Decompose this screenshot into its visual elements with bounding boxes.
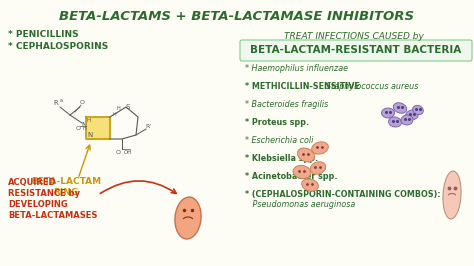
Text: OH: OH [124,151,132,156]
Ellipse shape [401,115,413,125]
Text: * Bacteroides fragilis: * Bacteroides fragilis [245,100,328,109]
Text: H: H [82,127,86,131]
Text: BETA-LACTAMASES: BETA-LACTAMASES [8,211,97,220]
Text: * Proteus spp.: * Proteus spp. [245,118,309,127]
Text: R: R [54,100,58,106]
Text: O: O [75,126,81,131]
Ellipse shape [301,179,319,191]
Text: N: N [82,122,87,128]
Ellipse shape [413,105,423,115]
Text: * Haemophilus influenzae: * Haemophilus influenzae [245,64,348,73]
Ellipse shape [382,108,394,118]
Ellipse shape [406,110,419,120]
Ellipse shape [293,165,311,178]
Ellipse shape [389,117,401,127]
Text: RESISTANCE by: RESISTANCE by [8,189,80,198]
Text: O: O [80,101,84,106]
Text: O: O [116,151,120,156]
Text: H: H [112,111,116,117]
Text: ACQUIRED: ACQUIRED [8,178,56,187]
Ellipse shape [297,148,315,162]
Ellipse shape [443,171,461,219]
Polygon shape [86,117,110,139]
Text: * METHICILLIN-SENSITIVE: * METHICILLIN-SENSITIVE [245,82,363,91]
Text: BETA-LACTAMS + BETA-LACTAMASE INHIBITORS: BETA-LACTAMS + BETA-LACTAMASE INHIBITORS [60,10,414,23]
Text: * PENICILLINS: * PENICILLINS [8,30,79,39]
Text: RING: RING [54,188,79,197]
Text: * Acinetobacter spp.: * Acinetobacter spp. [245,172,337,181]
Ellipse shape [311,142,328,154]
Text: * CEPHALOSPORINS: * CEPHALOSPORINS [8,42,108,51]
Text: DEVELOPING: DEVELOPING [8,200,68,209]
Text: H: H [87,118,91,123]
Text: * (CEPHALOSPORIN-CONTAINING COMBOS):: * (CEPHALOSPORIN-CONTAINING COMBOS): [245,190,441,199]
Text: TREAT INFECTIONS CAUSED by: TREAT INFECTIONS CAUSED by [284,32,424,41]
Ellipse shape [175,197,201,239]
Text: N: N [87,132,92,138]
Text: Staphylococcus aureus: Staphylococcus aureus [326,82,419,91]
Text: S: S [126,104,130,110]
Ellipse shape [310,162,326,174]
Text: R': R' [145,124,151,130]
FancyBboxPatch shape [240,40,472,61]
Text: H: H [116,106,120,111]
Text: a: a [60,98,63,103]
Text: BETA-LACTAM-RESISTANT BACTERIA: BETA-LACTAM-RESISTANT BACTERIA [250,45,462,55]
Text: Pseudomonas aeruginosa: Pseudomonas aeruginosa [245,200,355,209]
Ellipse shape [393,103,407,113]
Text: * Klebsiella spp.: * Klebsiella spp. [245,154,318,163]
Text: * Escherichia coli: * Escherichia coli [245,136,313,145]
Text: BETA-LACTAM: BETA-LACTAM [31,177,101,186]
